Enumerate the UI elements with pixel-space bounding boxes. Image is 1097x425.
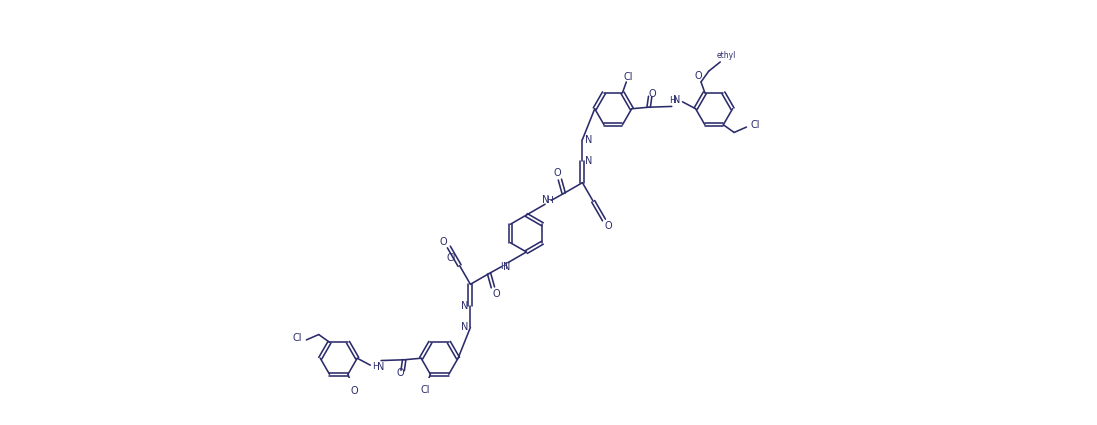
Text: Cl: Cl bbox=[623, 72, 633, 82]
Text: N: N bbox=[585, 135, 592, 144]
Text: H: H bbox=[500, 262, 507, 271]
Text: O: O bbox=[350, 386, 358, 396]
Text: N: N bbox=[585, 156, 592, 166]
Text: N: N bbox=[461, 323, 468, 332]
Text: O: O bbox=[604, 221, 612, 231]
Text: O: O bbox=[648, 89, 656, 99]
Text: N: N bbox=[461, 301, 468, 311]
Text: Cl: Cl bbox=[293, 333, 302, 343]
Text: N: N bbox=[674, 95, 681, 105]
Text: ethyl: ethyl bbox=[716, 51, 736, 60]
Text: O: O bbox=[694, 71, 702, 81]
Text: O: O bbox=[493, 289, 500, 298]
Text: Cl: Cl bbox=[446, 253, 456, 263]
Text: H: H bbox=[669, 96, 676, 105]
Text: H: H bbox=[372, 362, 380, 371]
Text: O: O bbox=[553, 168, 561, 178]
Text: O: O bbox=[440, 237, 448, 247]
Text: N: N bbox=[542, 196, 550, 205]
Text: Cl: Cl bbox=[420, 385, 430, 395]
Text: Cl: Cl bbox=[751, 120, 760, 130]
Text: H: H bbox=[546, 196, 553, 205]
Text: O: O bbox=[396, 368, 404, 378]
Text: N: N bbox=[504, 262, 510, 272]
Text: N: N bbox=[376, 362, 384, 372]
